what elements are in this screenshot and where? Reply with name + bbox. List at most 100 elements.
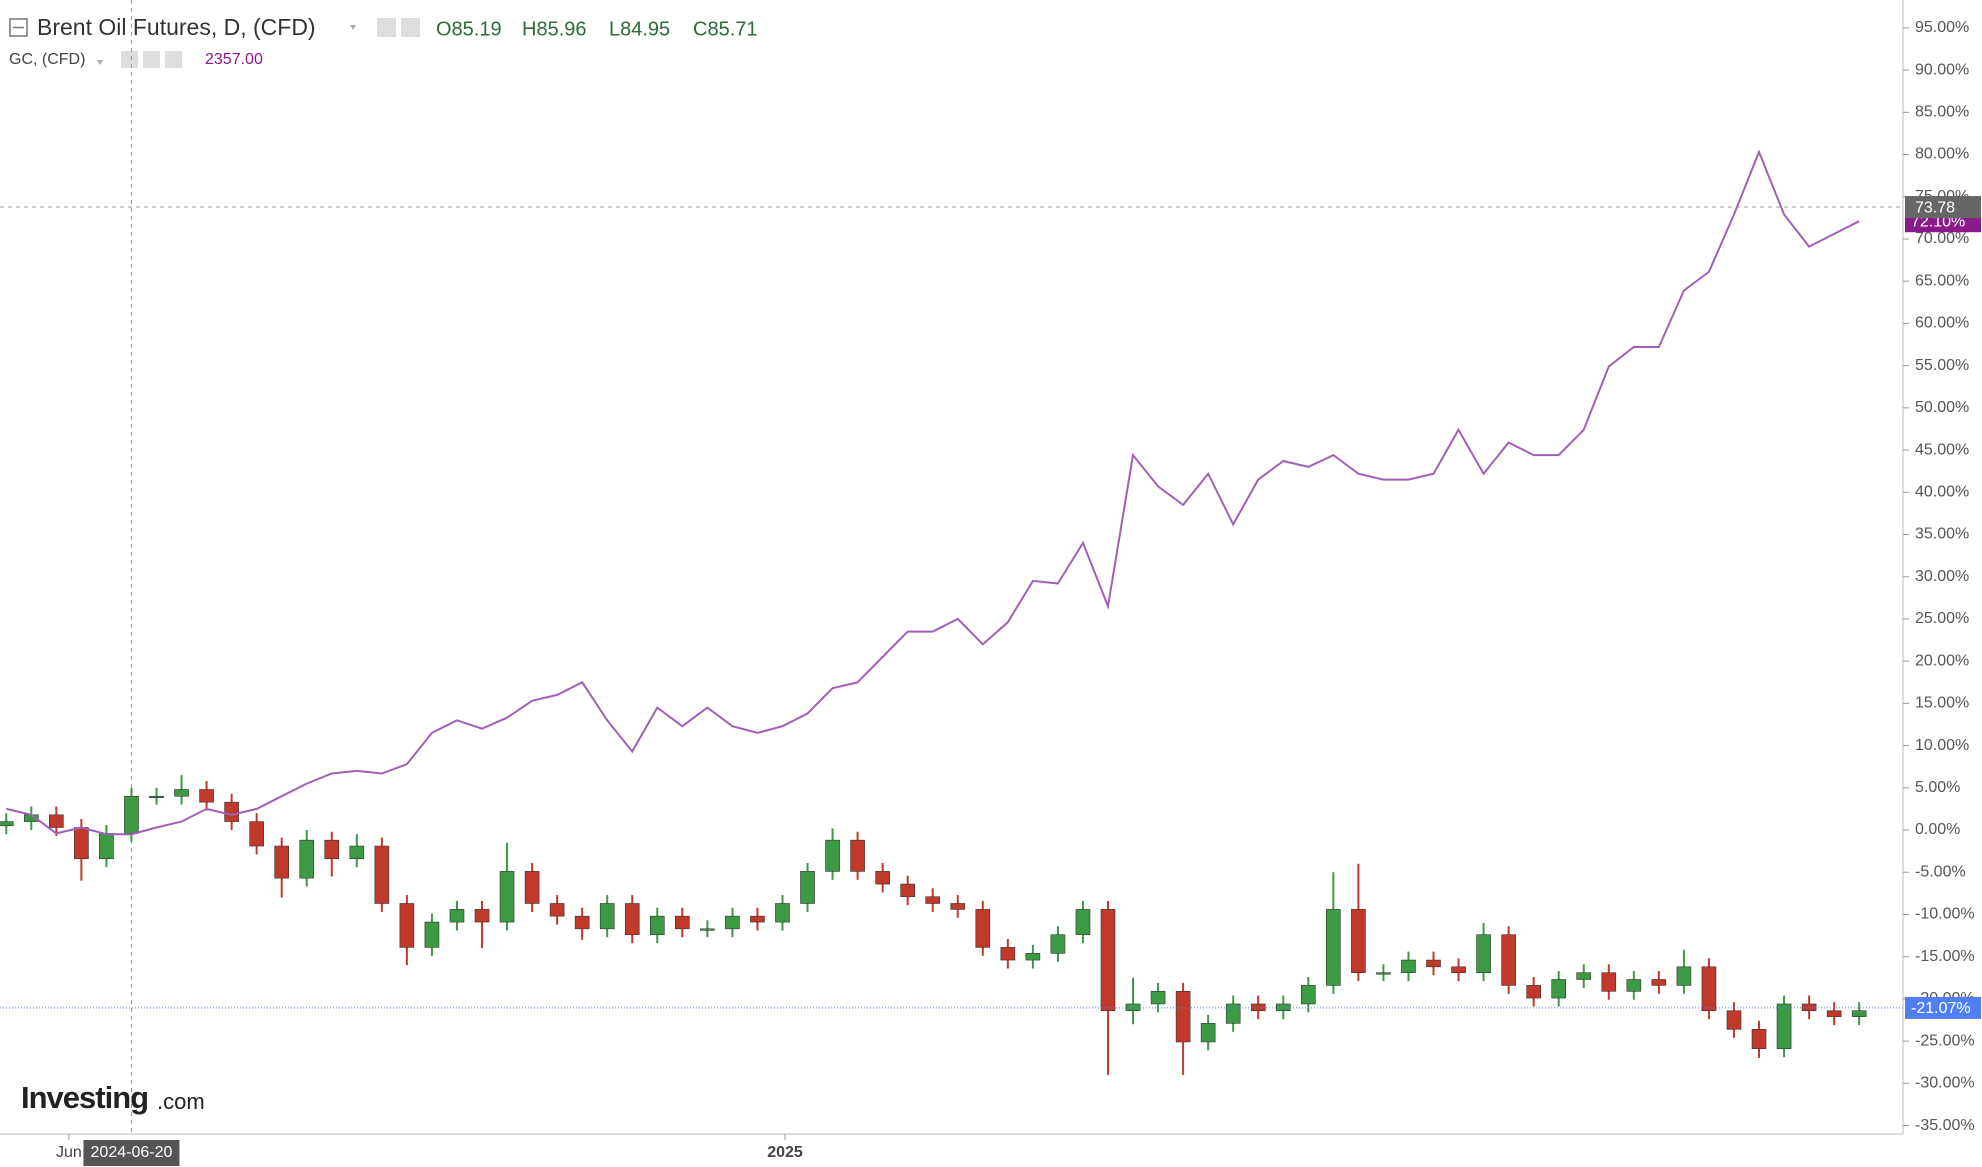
candle-body — [1776, 1003, 1792, 1050]
y-tick-label: 15.00% — [1915, 695, 1969, 712]
crosshair-y-box — [1905, 196, 1981, 219]
candle-body — [74, 827, 89, 860]
watermark-brand: Investing — [21, 1080, 148, 1115]
y-tick-label: 70.00% — [1915, 230, 1969, 247]
candle-body — [1651, 979, 1667, 986]
candle-body — [1501, 934, 1516, 986]
candle-body — [49, 814, 64, 828]
candle-body — [249, 821, 264, 847]
candle-body — [649, 915, 665, 936]
y-tick-label: -30.00% — [1915, 1075, 1975, 1092]
dropdown-arrow[interactable] — [350, 25, 356, 30]
y-tick-label: 5.00% — [1915, 779, 1960, 796]
candle-body — [1200, 1023, 1216, 1043]
candle-body — [1476, 934, 1491, 974]
candle-body — [1275, 1003, 1291, 1012]
ohlc-value: C85.71 — [693, 18, 758, 40]
y-tick-label: 25.00% — [1915, 610, 1969, 627]
y-tick-label: 85.00% — [1915, 104, 1969, 121]
candle-body — [850, 839, 865, 872]
candle-body — [374, 845, 390, 904]
y-tick-label: 40.00% — [1915, 483, 1969, 500]
last-price-label: -21.07% — [1911, 1000, 1971, 1017]
y-tick-label: 45.00% — [1915, 441, 1969, 458]
candle-body — [299, 839, 315, 879]
candle-body — [1801, 1003, 1817, 1012]
candle-body — [800, 871, 815, 904]
candle-body — [499, 871, 515, 923]
series-title: Brent Oil Futures, D, (CFD) — [37, 14, 316, 40]
watermark-suffix: .com — [157, 1089, 205, 1114]
crosshair-x-box — [83, 1140, 180, 1166]
candle-body — [875, 871, 890, 885]
settings-icon[interactable] — [143, 51, 160, 68]
ohlc-value: H85.96 — [522, 18, 587, 40]
visibility-icon[interactable] — [377, 18, 396, 37]
candle-body — [1751, 1028, 1767, 1050]
y-tick-label: 55.00% — [1915, 357, 1969, 374]
candle-body — [549, 903, 565, 917]
remove-icon[interactable] — [165, 51, 182, 68]
visibility-icon[interactable] — [121, 51, 138, 68]
collapse-icon[interactable] — [9, 18, 28, 37]
y-tick-label: 35.00% — [1915, 526, 1969, 543]
candle-body — [675, 915, 690, 930]
candle-body — [1451, 966, 1466, 974]
y-tick-label: 90.00% — [1915, 61, 1969, 78]
candle-body — [99, 833, 114, 860]
y-tick-label: 65.00% — [1915, 272, 1969, 289]
candle-body — [399, 903, 415, 948]
y-tick-label: 50.00% — [1915, 399, 1969, 416]
y-tick-label: -25.00% — [1915, 1032, 1975, 1049]
candle-body — [1676, 966, 1692, 986]
candle-body — [1075, 909, 1091, 936]
candle-body — [124, 795, 139, 834]
candle-body — [900, 883, 915, 898]
ohlc-value: O85.19 — [436, 18, 502, 40]
candle-body — [750, 915, 765, 923]
last-price-box — [1905, 996, 1981, 1019]
candle-body — [1726, 1010, 1742, 1030]
candle-body — [1551, 979, 1567, 999]
y-tick-label: -35.00% — [1915, 1117, 1975, 1134]
candle-body — [1000, 947, 1016, 961]
x-tick-label: 2025 — [767, 1144, 803, 1161]
candle-body — [1851, 1010, 1867, 1017]
candle-body — [1150, 991, 1166, 1005]
series-title: GC, (CFD) — [9, 51, 85, 68]
y-tick-label: 80.00% — [1915, 146, 1969, 163]
candle-body — [424, 921, 440, 948]
candle-body — [474, 909, 490, 923]
candle-body — [1100, 909, 1116, 1012]
series-value: 2357.00 — [205, 51, 263, 68]
candle-body — [1050, 934, 1066, 954]
candle-body — [199, 789, 214, 803]
candle-body — [224, 801, 239, 822]
candle-body — [624, 903, 640, 936]
y-tick-label: -10.00% — [1915, 906, 1975, 923]
candle-body — [1526, 985, 1541, 999]
candle-body — [775, 903, 790, 923]
ohlc-value: L84.95 — [609, 18, 670, 40]
candle-body — [274, 845, 290, 879]
y-tick-label: 0.00% — [1915, 821, 1960, 838]
candle-body — [0, 821, 14, 827]
candle-body — [700, 928, 715, 931]
candle-body — [1250, 1003, 1266, 1012]
settings-icon[interactable] — [401, 18, 420, 37]
candle-body — [1701, 966, 1717, 1012]
candle-body — [975, 909, 991, 948]
candle-body — [1426, 959, 1441, 968]
candle-body — [1601, 972, 1617, 992]
candle-body — [1225, 1003, 1241, 1024]
candle-body — [524, 871, 540, 904]
candle-body — [725, 915, 740, 930]
dropdown-arrow[interactable] — [97, 60, 103, 65]
candle-body — [1626, 979, 1642, 992]
candle-body — [1401, 959, 1416, 974]
y-tick-label: 60.00% — [1915, 315, 1969, 332]
candle-body — [1175, 991, 1191, 1043]
candle-body — [449, 909, 465, 923]
